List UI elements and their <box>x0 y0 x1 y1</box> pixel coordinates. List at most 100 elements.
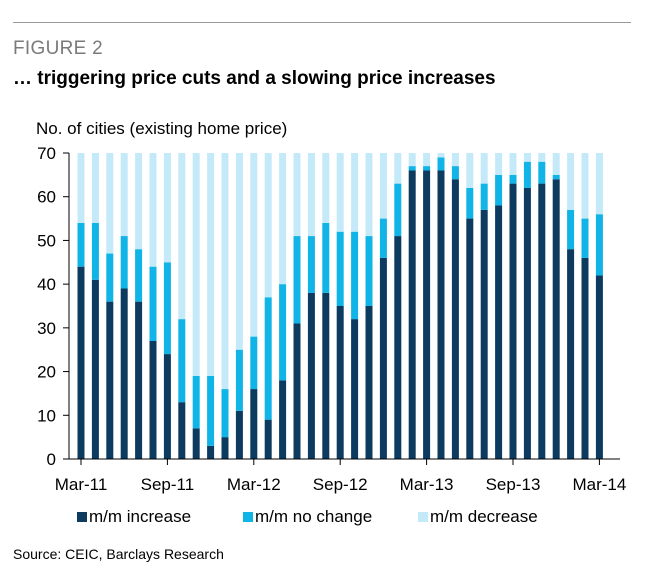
bar-increase-Nov-13 <box>538 183 546 459</box>
legend-swatch-increase <box>77 512 87 522</box>
bar-increase-Dec-13 <box>552 179 560 460</box>
bar-decrease-Jan-14 <box>567 153 575 210</box>
bar-increase-Oct-11 <box>178 402 186 459</box>
x-tick-label: Sep-13 <box>486 475 541 494</box>
bar-no_change-Jul-11 <box>135 249 143 302</box>
bar-increase-Nov-11 <box>192 428 200 459</box>
bar-no_change-Mar-11 <box>77 222 85 267</box>
bar-increase-May-12 <box>279 380 287 459</box>
legend-label-decrease: m/m decrease <box>430 507 538 526</box>
bar-decrease-Sep-13 <box>509 153 517 175</box>
bar-increase-Jan-13 <box>394 236 402 459</box>
bar-increase-Jun-11 <box>120 288 128 459</box>
y-tick-label: 30 <box>37 319 56 338</box>
bar-no_change-Aug-12 <box>322 222 330 293</box>
bar-increase-Mar-13 <box>423 170 431 460</box>
x-tick-label: Mar-12 <box>227 475 281 494</box>
bar-decrease-Nov-12 <box>365 153 373 237</box>
bar-decrease-Jun-13 <box>466 153 474 188</box>
bar-decrease-Apr-11 <box>91 153 99 223</box>
legend-label-increase: m/m increase <box>89 507 191 526</box>
bar-no_change-Oct-12 <box>351 231 359 320</box>
bar-increase-Sep-11 <box>163 354 171 459</box>
bar-increase-May-13 <box>451 179 459 460</box>
bar-decrease-Dec-11 <box>207 153 215 376</box>
bar-no_change-Sep-12 <box>336 231 344 306</box>
bar-decrease-Dec-12 <box>379 153 387 219</box>
bar-no_change-Jul-12 <box>307 236 315 293</box>
bar-decrease-Mar-11 <box>77 153 85 223</box>
bar-decrease-Dec-13 <box>552 153 560 175</box>
bar-no_change-Feb-12 <box>235 349 243 411</box>
bar-increase-Apr-11 <box>91 279 99 459</box>
chart-title: … triggering price cuts and a slowing pr… <box>13 68 496 89</box>
x-tick-label: Sep-11 <box>141 475 195 494</box>
bar-no_change-Mar-12 <box>250 336 258 390</box>
bar-decrease-Jun-11 <box>120 153 128 237</box>
bar-decrease-Aug-12 <box>322 153 330 223</box>
bar-decrease-May-13 <box>451 153 459 167</box>
bar-decrease-Mar-12 <box>250 153 258 337</box>
bar-increase-Aug-13 <box>495 205 503 459</box>
bar-decrease-Oct-13 <box>523 153 531 162</box>
bar-increase-Jun-13 <box>466 218 474 459</box>
bar-decrease-Mar-14 <box>595 153 603 215</box>
legend-label-no_change: m/m no change <box>255 507 372 526</box>
bar-increase-Mar-12 <box>250 389 258 459</box>
x-tick-label: Sep-12 <box>313 475 368 494</box>
bar-decrease-Jan-12 <box>221 153 229 390</box>
bar-decrease-Nov-13 <box>538 153 546 162</box>
bar-decrease-Jul-13 <box>480 153 488 184</box>
bar-no_change-Jun-12 <box>293 236 301 324</box>
bar-no_change-Jan-13 <box>394 183 402 237</box>
bar-increase-May-11 <box>106 301 114 459</box>
bar-no_change-Sep-13 <box>509 174 517 184</box>
x-tick-label: Mar-13 <box>400 475 454 494</box>
bar-no_change-May-11 <box>106 253 114 302</box>
bar-increase-Jul-12 <box>307 292 315 459</box>
y-tick-label: 50 <box>37 231 56 250</box>
bar-no_change-Dec-12 <box>379 218 387 258</box>
bar-no_change-Nov-13 <box>538 161 546 184</box>
bar-no_change-Sep-11 <box>163 262 171 355</box>
bar-increase-Dec-12 <box>379 257 387 459</box>
bar-no_change-Aug-11 <box>149 266 157 341</box>
y-tick-label: 20 <box>37 363 56 382</box>
bar-decrease-Jun-12 <box>293 153 301 237</box>
bar-decrease-Apr-12 <box>264 153 272 298</box>
bar-increase-Jul-13 <box>480 209 488 459</box>
y-tick-label: 0 <box>47 450 56 469</box>
bar-no_change-Nov-11 <box>192 375 200 429</box>
legend-swatch-no_change <box>243 512 253 522</box>
bar-no_change-Jan-12 <box>221 389 229 438</box>
bar-decrease-Jan-13 <box>394 153 402 184</box>
bar-increase-Aug-11 <box>149 340 157 459</box>
bar-no_change-Oct-11 <box>178 319 186 403</box>
bar-no_change-Feb-13 <box>408 166 416 171</box>
bar-decrease-Sep-11 <box>163 153 171 263</box>
y-tick-label: 60 <box>37 188 56 207</box>
bar-no_change-Apr-13 <box>437 157 445 171</box>
bar-increase-Feb-12 <box>235 410 243 459</box>
bar-no_change-Jul-13 <box>480 183 488 210</box>
y-tick-label: 10 <box>37 406 56 425</box>
top-rule <box>13 22 631 23</box>
bar-increase-Dec-11 <box>207 445 215 459</box>
x-tick-label: Mar-11 <box>55 475 108 494</box>
bar-increase-Jun-12 <box>293 323 301 459</box>
figure-label: FIGURE 2 <box>13 38 104 59</box>
bar-increase-Jul-11 <box>135 301 143 459</box>
bar-increase-Apr-13 <box>437 170 445 460</box>
bar-no_change-Jan-14 <box>567 209 575 250</box>
bar-increase-Feb-13 <box>408 170 416 460</box>
bar-decrease-Apr-13 <box>437 153 445 158</box>
bar-no_change-Mar-14 <box>595 214 603 276</box>
bar-no_change-May-13 <box>451 166 459 180</box>
bar-decrease-May-12 <box>279 153 287 285</box>
bar-no_change-Mar-13 <box>423 166 431 171</box>
bar-no_change-Apr-12 <box>264 297 272 420</box>
bar-decrease-Sep-12 <box>336 153 344 232</box>
bar-decrease-Feb-12 <box>235 153 243 350</box>
bar-decrease-Jul-12 <box>307 153 315 237</box>
bar-increase-Nov-12 <box>365 306 373 459</box>
